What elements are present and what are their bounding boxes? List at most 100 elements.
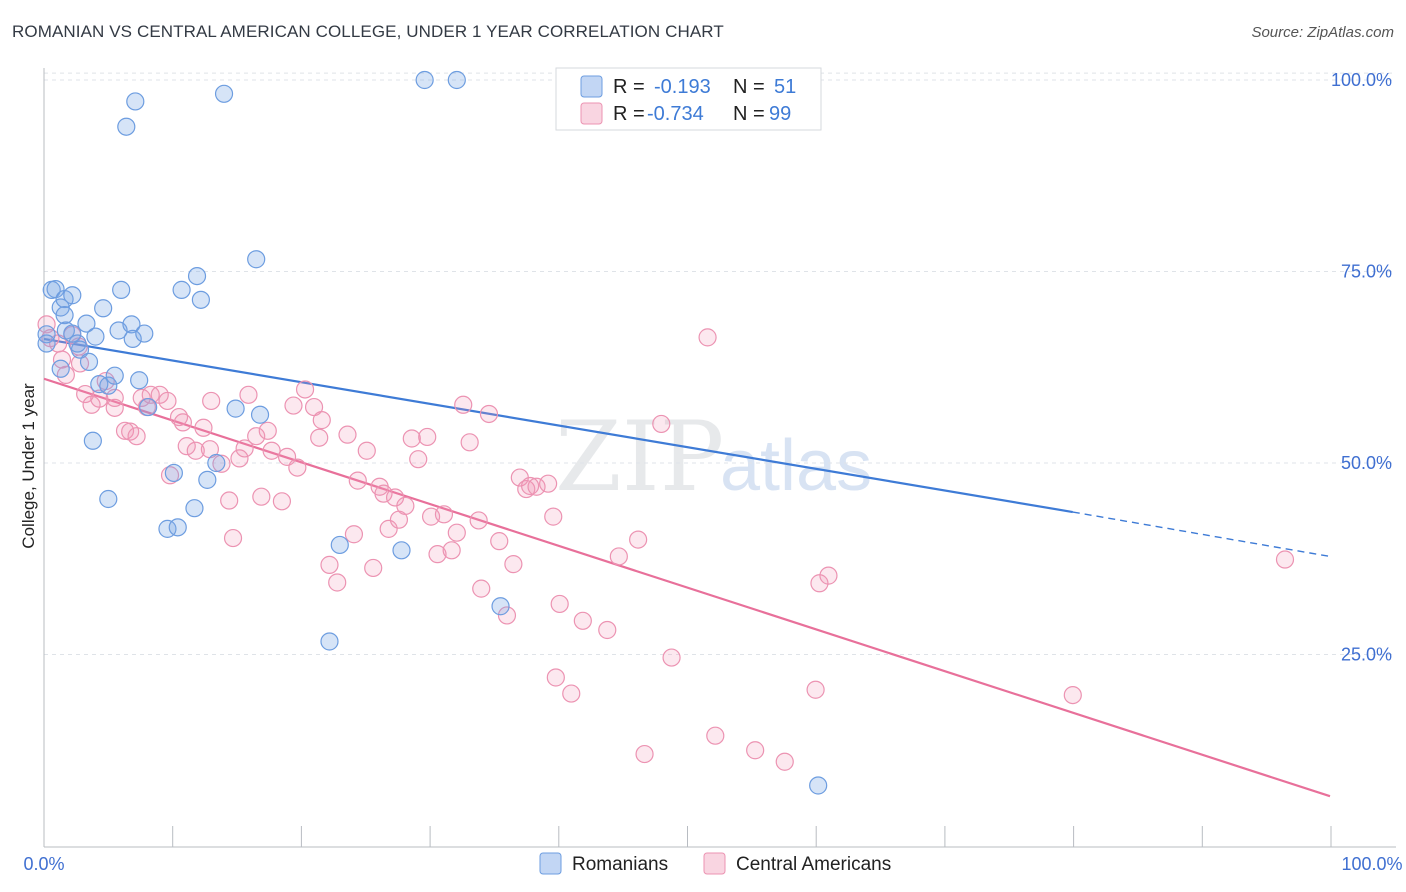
data-point-romanians	[79, 352, 99, 371]
data-point-central-americans	[609, 547, 628, 566]
data-point-romanians	[330, 535, 349, 555]
data-point-romanians	[447, 70, 466, 90]
legend-n-label-romanians: N =	[733, 76, 765, 98]
data-point-central-americans	[1275, 550, 1295, 569]
data-point-romanians	[37, 334, 56, 353]
chart-source: Source: ZipAtlas.com	[1251, 24, 1394, 41]
data-point-central-americans	[490, 532, 509, 551]
data-point-central-americans	[177, 437, 196, 456]
data-point-romanians	[70, 340, 90, 359]
trend-line-central-americans	[43, 377, 1331, 798]
data-point-romanians	[250, 405, 270, 424]
y-tick-label: 100.0%	[1331, 70, 1392, 90]
data-point-central-americans	[447, 523, 466, 542]
data-point-romanians	[63, 324, 82, 343]
data-point-central-americans	[629, 530, 648, 549]
data-point-romanians	[117, 117, 136, 136]
y-axis-label: College, Under 1 year	[19, 383, 38, 549]
data-point-central-americans	[194, 418, 213, 437]
chart-title: ROMANIAN VS CENTRAL AMERICAN COLLEGE, UN…	[12, 22, 724, 41]
data-point-central-americans	[550, 594, 569, 614]
series-legend-swatch-romanians	[539, 852, 562, 875]
data-point-central-americans	[504, 555, 523, 574]
data-point-romanians	[491, 597, 510, 616]
data-point-central-americans	[173, 413, 192, 432]
series-legend-label-romanians: Romanians	[572, 854, 668, 875]
data-point-central-americans	[1063, 685, 1082, 705]
data-point-central-americans	[186, 441, 205, 460]
data-point-romanians	[207, 453, 226, 473]
legend-r-value-romanians: -0.193	[654, 76, 711, 98]
data-point-romanians	[123, 329, 142, 349]
y-axis-tick-labels: 25.0% 50.0% 75.0% 100.0%	[1331, 70, 1392, 665]
data-point-central-americans	[472, 579, 491, 598]
data-point-romanians	[809, 776, 828, 795]
data-point-romanians	[226, 399, 245, 418]
legend-r-label-romanians: R =	[613, 76, 645, 98]
data-point-central-americans	[396, 496, 415, 515]
data-point-central-americans	[344, 525, 364, 544]
trend-line-romanians-extension	[1072, 511, 1331, 558]
data-point-romanians	[187, 266, 207, 286]
data-point-central-americans	[312, 411, 331, 430]
legend-r-label-central-americans: R =	[613, 103, 645, 125]
data-point-central-americans	[698, 328, 717, 347]
data-point-romanians	[99, 376, 118, 395]
data-point-central-americans	[288, 458, 307, 477]
data-point-central-americans	[284, 396, 303, 415]
data-point-romanians	[122, 315, 141, 334]
y-tick-label: 50.0%	[1341, 453, 1392, 473]
y-tick-label: 75.0%	[1341, 262, 1392, 282]
x-axis-ticks	[43, 826, 1332, 847]
data-point-romanians	[320, 632, 339, 651]
data-point-romanians	[130, 371, 149, 390]
data-point-romanians	[99, 489, 118, 509]
data-point-romanians	[247, 250, 266, 269]
legend-swatch-central-americans	[580, 102, 603, 125]
data-point-romanians	[172, 280, 191, 299]
data-point-central-americans	[258, 421, 277, 440]
data-point-central-americans	[348, 471, 367, 490]
data-point-romanians	[135, 324, 154, 343]
data-point-central-americans	[320, 555, 339, 574]
data-point-romanians	[90, 375, 109, 394]
stats-legend-box	[555, 67, 822, 131]
data-point-central-americans	[562, 684, 581, 703]
data-point-central-americans	[357, 441, 376, 460]
data-point-central-americans	[328, 573, 347, 592]
data-point-romanians	[51, 359, 70, 378]
data-point-central-americans	[418, 427, 437, 447]
data-point-central-americans	[434, 505, 454, 524]
data-point-central-americans	[220, 491, 239, 510]
series-legend: Romanians Central Americans	[539, 852, 891, 875]
data-point-central-americans	[105, 398, 124, 417]
data-point-central-americans	[212, 454, 231, 473]
data-point-romanians	[191, 290, 210, 309]
data-point-central-americans	[706, 726, 725, 745]
data-point-central-americans	[295, 380, 315, 399]
legend-swatch-romanians	[580, 75, 603, 98]
data-point-central-americans	[70, 354, 90, 373]
data-point-central-americans	[469, 511, 488, 530]
trend-line-romanians	[43, 337, 1073, 514]
data-point-romanians	[55, 306, 74, 325]
data-point-central-americans	[374, 484, 393, 503]
watermark-zip: ZIP	[555, 401, 724, 513]
data-point-central-americans	[223, 528, 243, 548]
data-point-central-americans	[310, 428, 329, 447]
data-point-central-americans	[272, 492, 292, 511]
data-point-central-americans	[230, 449, 249, 468]
data-point-central-americans	[37, 315, 56, 334]
legend-r-value-central-americans: -0.734	[647, 103, 704, 125]
data-point-central-americans	[652, 414, 671, 434]
watermark: ZIP atlas	[555, 401, 872, 513]
data-point-central-americans	[527, 477, 546, 496]
data-point-central-americans	[442, 541, 461, 560]
stats-legend: R = -0.193 N = 51 R = -0.734 N = 99	[555, 67, 822, 131]
data-point-romanians	[112, 280, 131, 299]
data-point-central-americans	[121, 422, 140, 441]
x-tick-label-min: 0.0%	[23, 854, 64, 874]
data-point-central-americans	[76, 384, 95, 404]
data-point-romanians	[168, 518, 187, 537]
